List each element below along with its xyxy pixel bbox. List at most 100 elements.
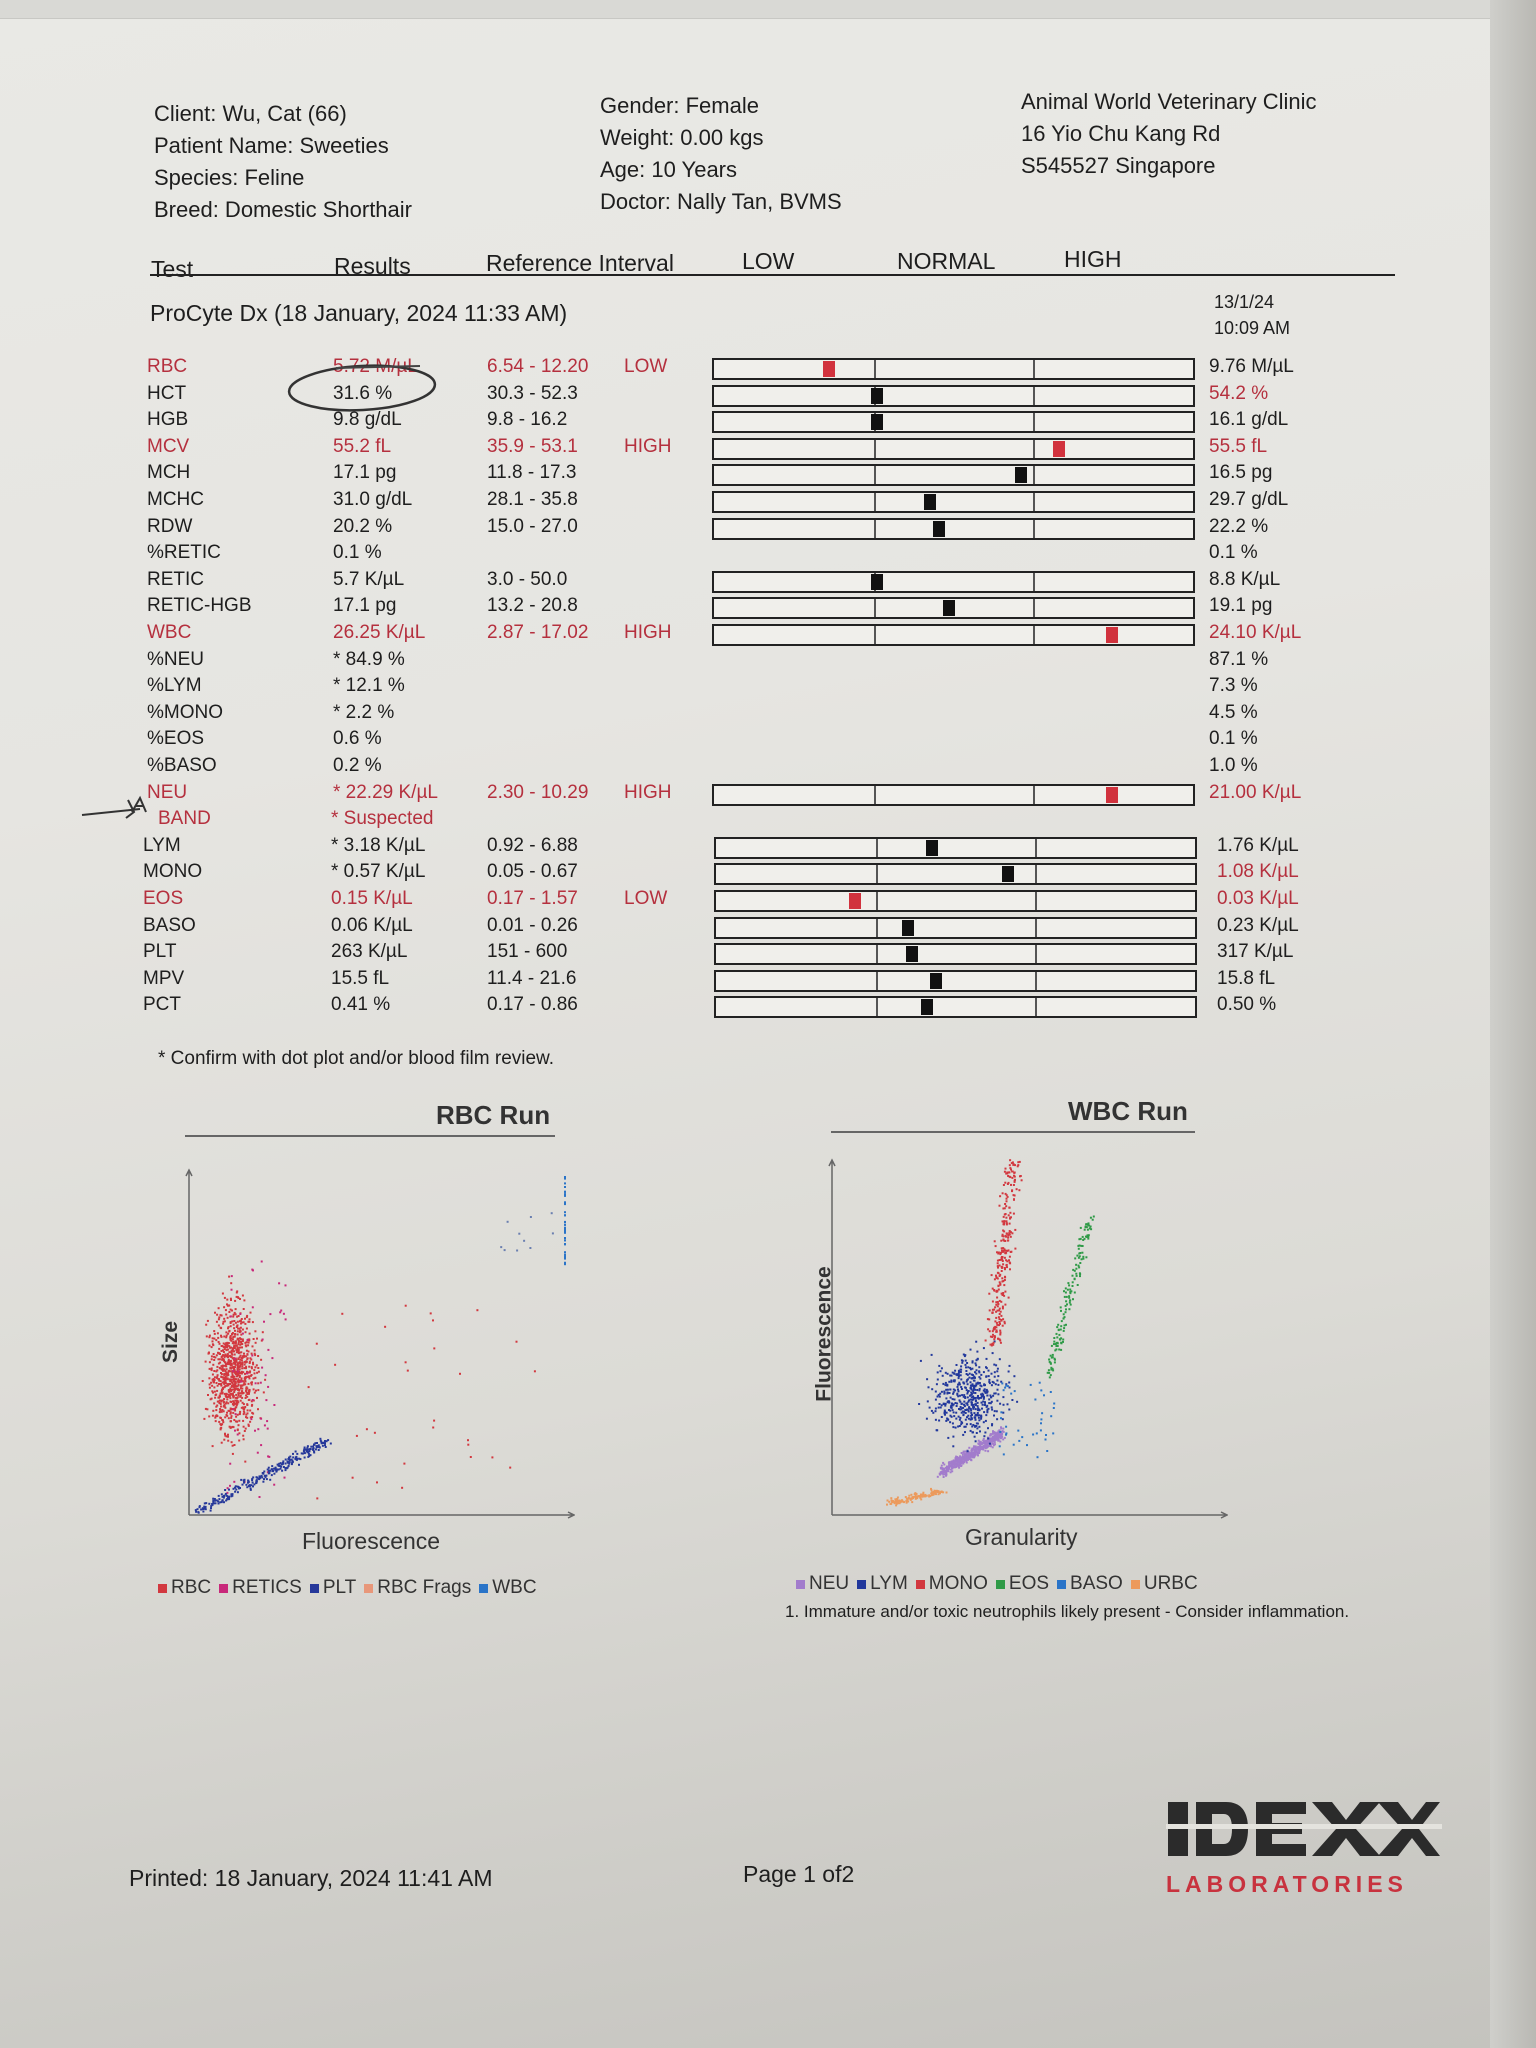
rbc-dot (229, 1363, 232, 1365)
lym-dot (948, 1392, 951, 1394)
mono-dot (1003, 1220, 1006, 1223)
neu-dot (984, 1442, 987, 1445)
mono-dot (1004, 1252, 1007, 1255)
neu-dot (958, 1459, 961, 1462)
lym-dot (963, 1400, 966, 1403)
rbc-dot (233, 1335, 236, 1338)
lym-dot (977, 1397, 980, 1399)
rbc-dot (216, 1400, 219, 1403)
mono-dot (1010, 1216, 1012, 1219)
rbc-dot (248, 1332, 251, 1335)
lym-dot (935, 1383, 938, 1386)
lym-dot (969, 1423, 972, 1426)
rbc-dot (241, 1328, 244, 1331)
neu-dot (963, 1458, 966, 1461)
rbc-dot (225, 1365, 228, 1368)
wbc-dot (564, 1257, 566, 1260)
lym-dot (970, 1377, 973, 1380)
eos-dot (1081, 1235, 1084, 1238)
mono-dot (993, 1289, 996, 1292)
lym-dot (969, 1366, 972, 1369)
mono-dot (1003, 1320, 1006, 1323)
lym-dot (973, 1424, 976, 1427)
mono-dot (1014, 1247, 1017, 1250)
mono-dot (994, 1325, 997, 1328)
wbc-dot (564, 1176, 566, 1178)
neu-dot (985, 1441, 988, 1444)
rbc-xlabel: Fluorescence (302, 1528, 441, 1554)
rbc-dot (212, 1380, 215, 1383)
gauge-marker (1105, 627, 1118, 643)
rbc-dot (230, 1385, 233, 1388)
lym-dot (966, 1373, 969, 1376)
lym-dot (950, 1379, 953, 1382)
mono-dot (1005, 1194, 1008, 1197)
rbc-dot (248, 1360, 251, 1363)
mono-dot (1003, 1279, 1006, 1281)
test-name: RBC (147, 356, 188, 377)
neu-dot (938, 1472, 941, 1475)
gauge-marker (870, 414, 883, 431)
rbc-dot (365, 1428, 368, 1431)
lym-dot (972, 1424, 975, 1426)
neu-dot (943, 1463, 946, 1466)
rbc-dot (240, 1387, 243, 1390)
rbc-dot (231, 1333, 234, 1336)
gauge-divider (1035, 918, 1038, 937)
rbc-dot (244, 1383, 247, 1386)
lym-dot (992, 1381, 995, 1384)
eos-dot (1068, 1301, 1071, 1304)
test-name: %EOS (147, 728, 205, 750)
lym-dot (978, 1387, 981, 1390)
plt-dot (260, 1474, 263, 1477)
lym-dot (919, 1359, 922, 1362)
eos-dot (1049, 1354, 1052, 1357)
reference-interval: 9.8 - 16.2 (487, 409, 568, 431)
mono-dot (987, 1328, 990, 1331)
mono-dot (1009, 1159, 1012, 1162)
plt-dot (300, 1452, 303, 1455)
mono-dot (998, 1204, 1001, 1207)
rbc-dot (227, 1362, 230, 1365)
mono-dot (1004, 1276, 1007, 1279)
lym-dot (970, 1417, 973, 1420)
rbc-dot (257, 1408, 259, 1411)
eos-dot (1078, 1238, 1081, 1241)
rbc-dot (223, 1380, 226, 1383)
mono-dot (999, 1331, 1002, 1334)
urbc-dot (911, 1497, 913, 1500)
rbc-dot (238, 1331, 241, 1334)
rbc-dot (237, 1343, 240, 1346)
mono-dot (999, 1339, 1002, 1342)
eos-dot (1075, 1263, 1078, 1266)
plt-dot (275, 1469, 278, 1472)
rbc-dot (429, 1312, 432, 1315)
lym-dot (980, 1415, 983, 1418)
eos-dot (1065, 1323, 1067, 1326)
plt-dot (278, 1462, 281, 1465)
plt-dot (255, 1481, 258, 1484)
rbc-dot (232, 1315, 235, 1318)
mono-dot (1012, 1163, 1015, 1166)
rbc-dot (207, 1394, 209, 1396)
test-result: 15.5 fL (331, 967, 390, 989)
rbc-dot (222, 1376, 225, 1379)
lym-dot (991, 1408, 994, 1411)
eos-dot (1078, 1244, 1081, 1247)
previous-result: 0.50 % (1217, 994, 1277, 1016)
legend-swatch (309, 1584, 319, 1593)
mono-dot (994, 1245, 997, 1248)
eos-dot (1060, 1342, 1063, 1345)
plt-dot (318, 1446, 321, 1449)
eos-dot (1069, 1288, 1072, 1291)
rbc-dot (242, 1308, 245, 1310)
plt-dot (214, 1502, 217, 1505)
rbc-dot (236, 1385, 239, 1388)
eos-dot (1053, 1337, 1056, 1339)
lym-dot (981, 1403, 984, 1406)
rbc-dot (240, 1333, 243, 1336)
neu-dot (984, 1444, 987, 1447)
lym-dot (952, 1391, 955, 1394)
neu-dot (974, 1445, 977, 1448)
rbc-dot (255, 1389, 257, 1392)
